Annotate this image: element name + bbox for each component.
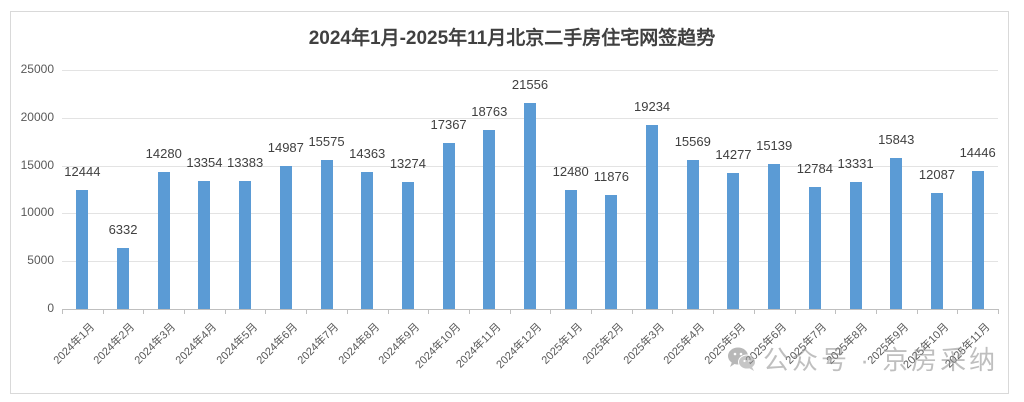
y-tick-label: 20000 (20, 109, 54, 124)
x-tick (428, 309, 430, 314)
data-label: 15843 (878, 131, 915, 147)
bar (930, 193, 943, 309)
data-label: 19234 (634, 99, 671, 115)
x-tick (591, 309, 593, 314)
x-tick (835, 309, 837, 314)
data-label: 12444 (64, 164, 101, 180)
data-label: 21556 (511, 76, 549, 92)
bar (564, 189, 577, 309)
x-tick (62, 309, 63, 314)
x-tick (224, 309, 226, 314)
chart-frame (10, 11, 1009, 394)
data-label: 17367 (430, 116, 467, 132)
data-label: 14363 (349, 145, 386, 161)
x-tick (102, 309, 104, 314)
bar (524, 102, 536, 309)
x-tick (875, 309, 877, 314)
x-tick (265, 309, 267, 314)
x-tick (916, 309, 918, 314)
data-label: 12480 (552, 163, 589, 179)
bar (808, 186, 821, 309)
data-label: 15575 (308, 134, 345, 150)
y-tick-label: 5000 (27, 253, 54, 268)
x-tick (306, 309, 308, 314)
bar (442, 142, 455, 309)
bar (198, 181, 211, 309)
x-tick (753, 309, 755, 314)
bar (605, 195, 618, 309)
x-tick (631, 309, 633, 314)
bar (890, 157, 903, 309)
data-label: 12784 (796, 160, 833, 176)
data-label: 14987 (267, 139, 304, 155)
data-label: 11876 (593, 169, 629, 185)
data-label: 13274 (389, 156, 426, 172)
x-tick (550, 309, 552, 314)
plot-area: 12444 6332 14280 13354 13383 14987 15575 14363 1… (62, 70, 999, 314)
x-tick (143, 309, 145, 314)
y-tick-label: 15000 (20, 157, 54, 172)
x-tick (672, 309, 674, 314)
x-tick (957, 309, 959, 314)
bar (361, 171, 374, 309)
data-label: 15569 (674, 134, 711, 150)
bar (279, 165, 292, 309)
wechat-icon (727, 346, 757, 372)
x-axis-line (62, 309, 998, 310)
bar (401, 182, 414, 309)
bar (727, 172, 740, 309)
bar (483, 129, 496, 309)
x-tick (468, 309, 470, 314)
y-tick-label: 0 (47, 301, 54, 315)
bar (849, 181, 862, 309)
x-tick (998, 309, 999, 314)
watermark-text: 公众号 · 京房采纳 (763, 345, 999, 375)
x-tick (713, 309, 715, 314)
data-label: 14277 (715, 146, 752, 162)
watermark: 公众号 · 京房采纳 (727, 340, 998, 377)
x-tick (509, 309, 511, 314)
data-label: 15139 (756, 138, 793, 154)
gridline (62, 70, 998, 71)
bar (239, 181, 252, 309)
bar (971, 170, 984, 309)
chart-title: 2024年1月-2025年11月北京二手房住宅网签趋势 (308, 28, 716, 49)
bar (320, 160, 333, 309)
bar (646, 125, 659, 309)
data-label: 13383 (227, 155, 264, 171)
x-tick (794, 309, 796, 314)
bar (76, 190, 89, 309)
bar (686, 160, 699, 309)
data-label: 13331 (837, 155, 874, 171)
data-label: 14446 (959, 144, 996, 160)
bar (768, 164, 781, 309)
data-label: 14280 (145, 146, 182, 162)
data-label: 18763 (471, 103, 508, 119)
bar (117, 248, 130, 309)
y-tick-label: 25000 (20, 62, 54, 76)
x-tick (387, 309, 389, 314)
data-label: 6332 (108, 222, 138, 238)
x-tick (184, 309, 186, 314)
data-label: 12087 (918, 167, 956, 183)
x-tick (346, 309, 348, 314)
data-label: 13354 (186, 155, 223, 171)
bar (157, 172, 170, 309)
y-tick-label: 10000 (20, 205, 54, 220)
